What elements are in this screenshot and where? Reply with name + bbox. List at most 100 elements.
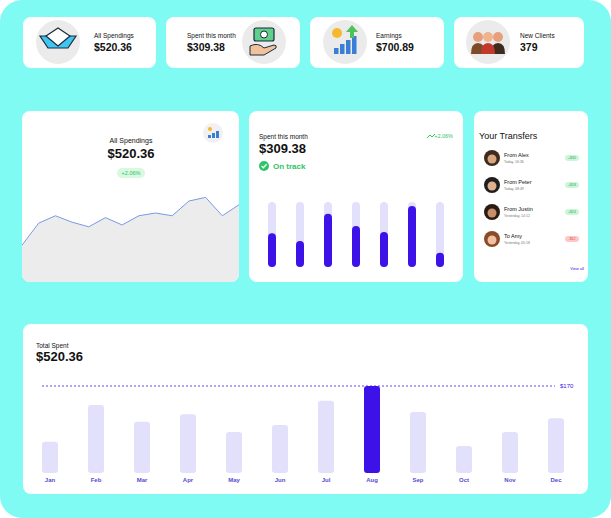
amount: +$18: [568, 183, 576, 187]
badge-text: +2.06%: [122, 170, 141, 176]
transfer-time: Today, 16:36: [504, 160, 524, 164]
card: [166, 17, 300, 68]
avatar-face: [488, 155, 497, 164]
bar-track: [380, 202, 388, 267]
area-line: [22, 197, 239, 245]
card-label: Earnings: [376, 32, 402, 40]
transfer-time: Yesterday, 05:18: [504, 241, 530, 245]
amount: -$12: [568, 237, 575, 241]
bar: [548, 418, 564, 473]
icon-bar: [352, 36, 357, 54]
amount-pill: [565, 209, 579, 215]
icon-bg: [323, 20, 367, 64]
tick-label: Oct: [459, 477, 469, 483]
avatar-face: [488, 236, 497, 245]
person-head: [483, 32, 493, 42]
transfer-time: Yesterday, 14:12: [504, 214, 530, 218]
bar: [408, 206, 416, 267]
tick-label: Aug: [366, 477, 378, 483]
icon-dot: [208, 127, 212, 131]
icon-bar: [340, 44, 345, 54]
chart-title: All Spendings: [110, 137, 153, 145]
bar-track: [408, 202, 416, 267]
bar: [410, 412, 426, 473]
card-value: $520.36: [94, 41, 132, 53]
icon-bg: [36, 20, 80, 64]
amount-pill: [565, 182, 579, 188]
icon-bg: [203, 123, 223, 143]
amount-pill: [565, 236, 579, 242]
avatar: [484, 204, 500, 220]
tick-label: May: [228, 477, 240, 483]
reference-label: $170: [560, 383, 574, 389]
chart-subtitle: $520.36: [108, 146, 155, 161]
transfer-name: From Justin: [504, 206, 533, 212]
bar: [42, 442, 58, 473]
chart-subtitle: $520.36: [36, 349, 83, 364]
avatar-face: [488, 209, 497, 218]
card-label: Spent this month: [187, 32, 236, 40]
icon-bar: [212, 133, 215, 138]
person-head: [473, 32, 483, 42]
card-label: All Spendings: [94, 32, 134, 40]
tick-label: Sep: [412, 477, 423, 483]
boat-sail: [46, 28, 70, 46]
card-label: New Clients: [520, 32, 555, 39]
coin: [332, 28, 342, 38]
plot-area: [42, 386, 564, 473]
arrow-up: [346, 25, 358, 38]
amount: +$24: [568, 210, 576, 214]
bar: [268, 233, 276, 267]
icon-bar: [334, 48, 339, 54]
person-head: [493, 32, 503, 42]
card-value: 379: [520, 41, 538, 53]
bar: [272, 425, 288, 473]
icon: [250, 28, 276, 55]
plot-area: [268, 202, 444, 267]
bill-coin: [261, 31, 268, 38]
transfer-name: To Amy: [504, 233, 522, 239]
avatar: [484, 231, 500, 247]
background: [0, 0, 611, 518]
card: [310, 17, 444, 68]
badge: [117, 168, 145, 178]
icon: [332, 25, 358, 54]
bar: [364, 386, 380, 473]
icon: [40, 28, 76, 48]
check-icon: [259, 161, 269, 171]
avatar: [484, 177, 500, 193]
transfer-name: From Alex: [504, 152, 529, 158]
bar: [502, 432, 518, 473]
tick-label: Apr: [183, 477, 194, 483]
bar-track: [296, 202, 304, 267]
transfer-name: From Peter: [504, 179, 532, 185]
icon-bg: [242, 20, 286, 64]
transfer-time: Today, 08:49: [504, 187, 524, 191]
link: View all: [570, 266, 584, 271]
bar: [226, 432, 242, 473]
avatar-face: [488, 182, 497, 191]
tick-label: Dec: [550, 477, 562, 483]
tick-label: Nov: [504, 477, 516, 483]
bar-track: [324, 202, 332, 267]
plot-area: [22, 197, 239, 282]
amount-pill: [565, 155, 579, 161]
icon-bar: [208, 135, 211, 138]
icon-bar: [216, 131, 219, 138]
card: [23, 17, 156, 68]
tick-label: Jun: [275, 477, 286, 483]
bar: [352, 226, 360, 267]
bar: [296, 241, 304, 267]
bar: [88, 405, 104, 473]
bar: [134, 422, 150, 473]
trend-text: +2.06%: [434, 133, 453, 139]
panel: [23, 324, 588, 494]
tick-label: Jul: [322, 477, 331, 483]
card-value: $700.89: [376, 41, 414, 53]
amount: +$30: [568, 156, 576, 160]
panel: [249, 111, 463, 282]
chart-subtitle: $309.38: [259, 141, 306, 156]
stage: All Spendings$520.36Spent this month$309…: [0, 0, 611, 518]
panel: [474, 111, 588, 282]
bar: [324, 214, 332, 267]
